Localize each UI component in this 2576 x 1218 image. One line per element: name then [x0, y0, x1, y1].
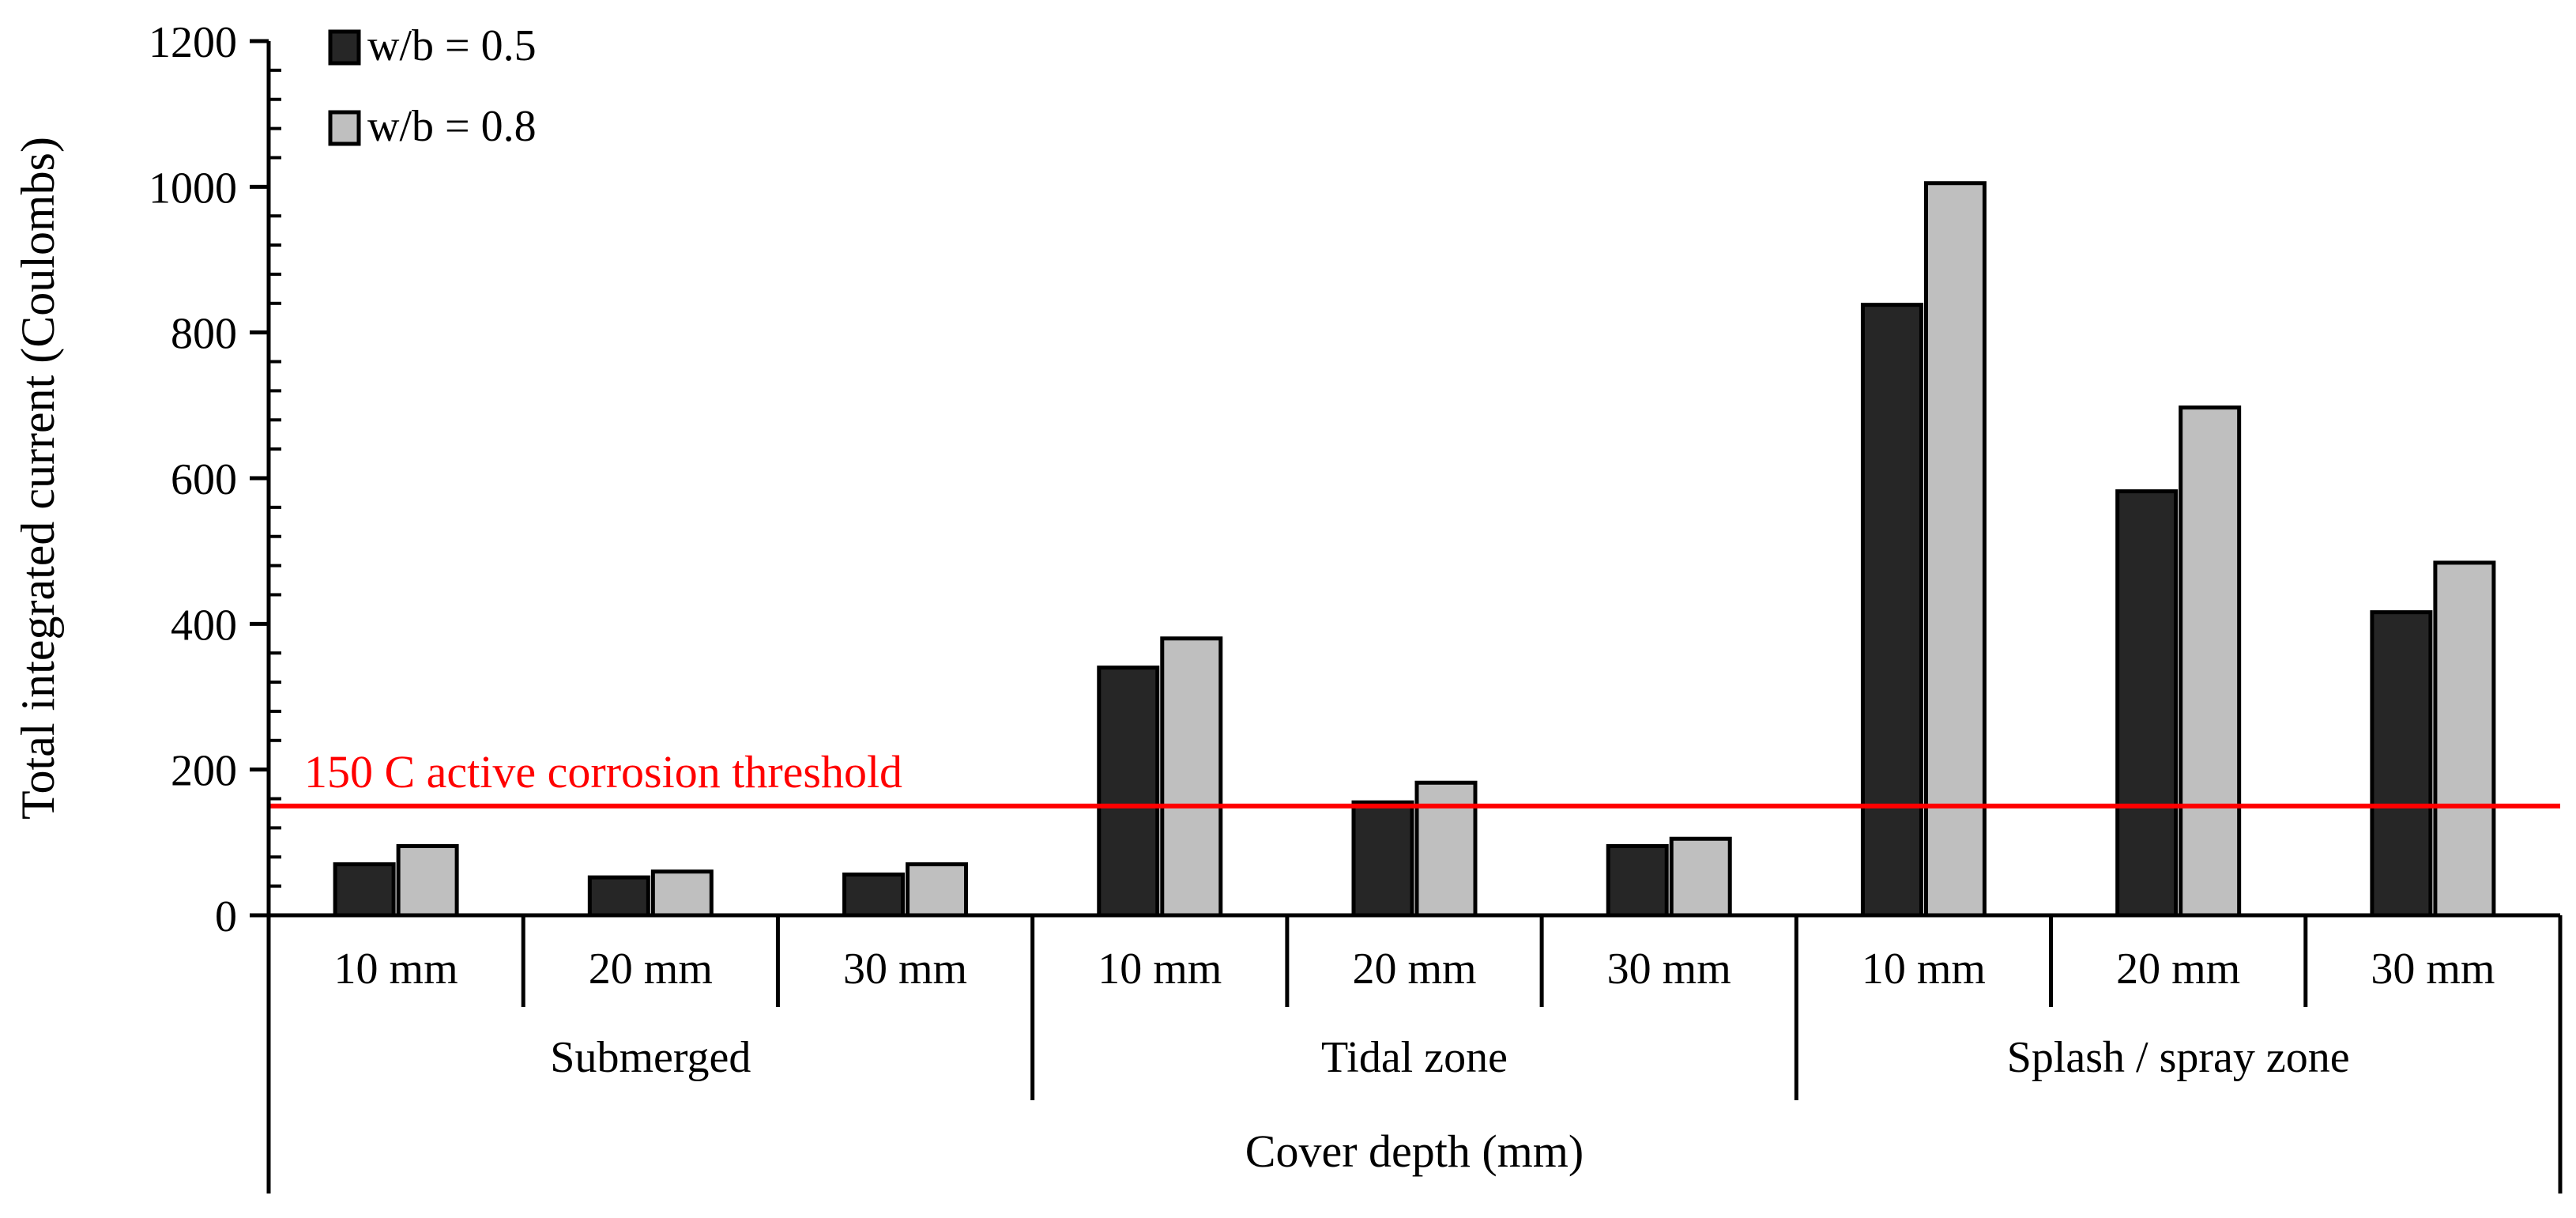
y-axis-label: Total integrated current (Coulombs) [12, 137, 64, 820]
bar-wb08-5 [1669, 836, 1732, 918]
bar-wb08-1 [650, 869, 714, 918]
bar-wb08-2 [906, 862, 969, 918]
category-label: 30 mm [2371, 945, 2495, 994]
category-label: 10 mm [1862, 945, 1986, 994]
bar-wb08-7 [2179, 405, 2242, 918]
y-tick-label: 200 [171, 747, 237, 796]
bar-wb05-0 [333, 862, 396, 918]
bar-wb08-6 [1923, 181, 1987, 918]
y-tick-label: 800 [171, 310, 237, 359]
bar-wb05-4 [1351, 800, 1414, 918]
threshold-label: 150 C active corrosion threshold [304, 746, 902, 798]
bar-wb05-8 [2370, 610, 2433, 918]
bar-wb05-2 [842, 872, 906, 918]
bar-wb05-3 [1097, 666, 1160, 918]
legend-label: w/b = 0.8 [367, 102, 537, 151]
category-label: 30 mm [1607, 945, 1731, 994]
category-label: 20 mm [2116, 945, 2240, 994]
category-label: 10 mm [1098, 945, 1222, 994]
category-label: 10 mm [334, 945, 458, 994]
bar-wb05-6 [1860, 303, 1923, 918]
bar-wb08-3 [1160, 636, 1223, 918]
x-axis-label: Cover depth (mm) [1245, 1126, 1584, 1177]
group-label: Tidal zone [1321, 1033, 1508, 1082]
y-tick-label: 1000 [149, 164, 237, 213]
bar-wb08-0 [396, 843, 459, 918]
bar-wb08-4 [1414, 780, 1478, 918]
category-label: 30 mm [843, 945, 967, 994]
y-tick-label: 400 [171, 601, 237, 650]
bar-wb08-8 [2433, 560, 2496, 918]
category-label: 20 mm [589, 945, 713, 994]
y-tick-label: 600 [171, 455, 237, 504]
y-tick-label: 1200 [149, 18, 237, 67]
y-tick-label: 0 [215, 892, 237, 941]
bar-wb05-5 [1606, 843, 1669, 918]
category-label: 20 mm [1352, 945, 1476, 994]
group-label: Splash / spray zone [2007, 1033, 2350, 1082]
bar-wb05-7 [2115, 489, 2179, 918]
legend-label: w/b = 0.5 [367, 21, 537, 70]
group-label: Submerged [550, 1033, 751, 1082]
legend-swatch-wb08 [328, 110, 361, 146]
bar-wb05-1 [587, 875, 650, 918]
legend-swatch-wb05 [328, 29, 361, 66]
